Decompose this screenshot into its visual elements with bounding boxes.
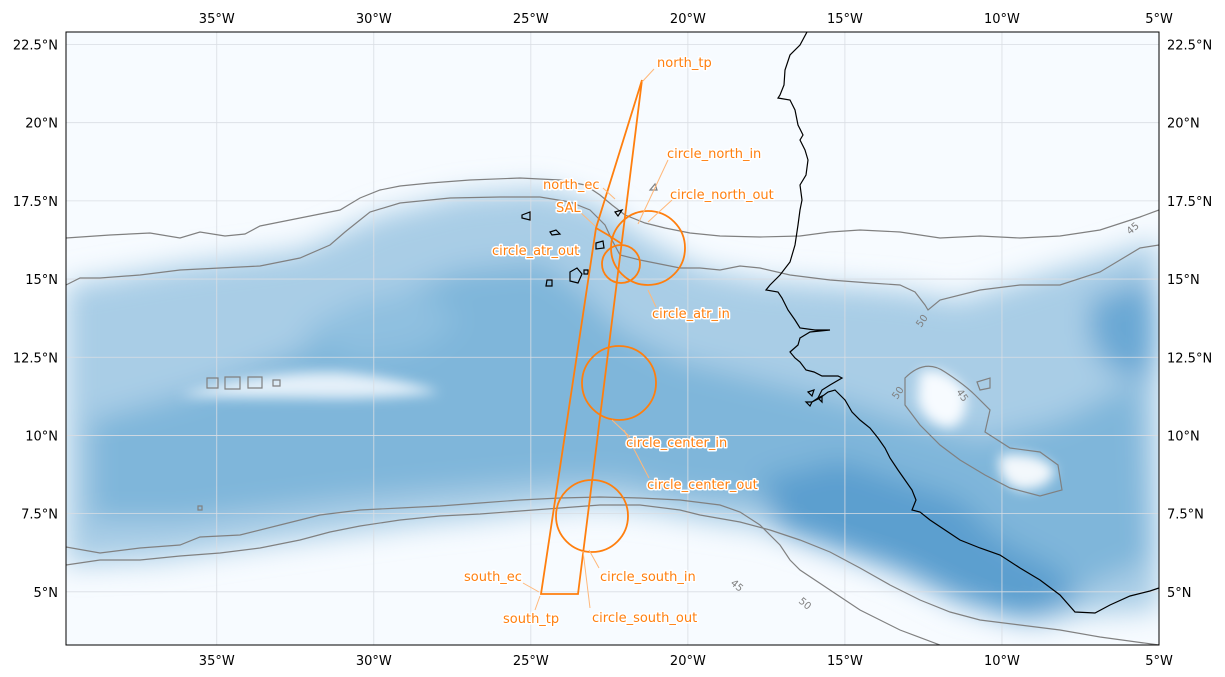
cape-verde-islands-3 bbox=[595, 240, 605, 250]
label-circle-north-in: circle_north_in bbox=[667, 147, 761, 162]
lat-tick-label-right: 20°N bbox=[1167, 117, 1200, 132]
lon-tick-label-bottom: 5°W bbox=[1145, 654, 1173, 669]
lat-tick-label-right: 5°N bbox=[1167, 586, 1192, 601]
lat-tick-label-left: 15°N bbox=[25, 273, 58, 288]
contour-north-45 bbox=[66, 177, 1159, 239]
flight-labels: north_tp circle_north_in north_ec circle… bbox=[463, 55, 776, 629]
mid-atlantic-islands bbox=[197, 376, 281, 511]
contour-small-west bbox=[976, 377, 991, 391]
lon-tick-label-bottom: 35°W bbox=[199, 654, 235, 669]
lat-tick-label-left: 20°N bbox=[25, 117, 58, 132]
canary-islands bbox=[613, 208, 624, 218]
label-south-ec: south_ec bbox=[464, 570, 522, 585]
lat-tick-label-left: 7.5°N bbox=[21, 508, 58, 523]
lon-tick-label-bottom: 20°W bbox=[670, 654, 706, 669]
cape-verde-islands-4 bbox=[569, 267, 583, 284]
label-circle-atr-in: circle_atr_in bbox=[652, 307, 730, 322]
label-north-tp: north_tp bbox=[657, 56, 712, 71]
lat-tick-label-right: 10°N bbox=[1167, 429, 1200, 444]
label-circle-atr-out: circle_atr_out bbox=[492, 244, 579, 259]
label-leader-lines bbox=[522, 68, 673, 611]
coastlines bbox=[521, 32, 1159, 614]
cape-verde-islands-5 bbox=[545, 279, 553, 287]
lat-tick-label-left: 22.5°N bbox=[13, 39, 58, 54]
lat-tick-label-right: 12.5°N bbox=[1167, 351, 1212, 366]
cape-verde-islands-1 bbox=[521, 211, 531, 221]
cape-verde-islands-2 bbox=[549, 229, 562, 236]
africa-coastline bbox=[764, 32, 1159, 614]
lat-tick-label-right: 17.5°N bbox=[1167, 195, 1212, 210]
lon-tick-label-top: 5°W bbox=[1145, 12, 1173, 27]
lon-tick-label-bottom: 10°W bbox=[984, 654, 1020, 669]
label-circle-south-in: circle_south_in bbox=[600, 570, 696, 585]
contour-north-50 bbox=[66, 196, 1159, 311]
lat-tick-label-left: 12.5°N bbox=[13, 351, 58, 366]
circle-atr bbox=[601, 244, 641, 284]
lat-tick-label-right: 22.5°N bbox=[1167, 39, 1212, 54]
lon-tick-label-top: 25°W bbox=[513, 12, 549, 27]
circle-south bbox=[555, 479, 629, 553]
label-circle-north-out: circle_north_out bbox=[670, 188, 774, 203]
lat-tick-label-left: 17.5°N bbox=[13, 195, 58, 210]
label-sal: SAL bbox=[556, 201, 581, 216]
label-circle-center-out: circle_center_out bbox=[647, 478, 758, 493]
contour-inner-ring bbox=[904, 365, 1063, 497]
lon-tick-label-top: 35°W bbox=[199, 12, 235, 27]
lon-tick-label-bottom: 15°W bbox=[827, 654, 863, 669]
axis-tick-labels: 35°W 35°W 30°W 30°W 25°W 25°W 20°W 20°W 15°W 15°W… bbox=[13, 12, 1212, 669]
label-circle-center-in: circle_center_in bbox=[626, 436, 727, 451]
lon-tick-label-top: 10°W bbox=[984, 12, 1020, 27]
lat-tick-label-left: 5°N bbox=[34, 586, 59, 601]
bijagos-islands bbox=[804, 389, 823, 408]
lon-tick-label-top: 30°W bbox=[356, 12, 392, 27]
label-south-tp: south_tp bbox=[503, 612, 559, 627]
lon-tick-label-top: 20°W bbox=[670, 12, 706, 27]
flight-path-sal-leg bbox=[595, 227, 623, 245]
lat-tick-label-right: 15°N bbox=[1167, 273, 1200, 288]
gridlines bbox=[66, 32, 1159, 645]
lat-tick-label-left: 10°N bbox=[25, 429, 58, 444]
lon-tick-label-bottom: 25°W bbox=[513, 654, 549, 669]
contour-lines bbox=[66, 177, 1159, 645]
label-north-ec: north_ec bbox=[543, 178, 600, 193]
label-circle-south-out: circle_south_out bbox=[592, 611, 697, 626]
precipitable-water-field bbox=[66, 32, 1159, 645]
lat-tick-label-right: 7.5°N bbox=[1167, 508, 1204, 523]
map-frame bbox=[65, 31, 1160, 646]
lon-tick-label-bottom: 30°W bbox=[356, 654, 392, 669]
cape-verde-islands-6 bbox=[583, 269, 589, 275]
circle-center bbox=[581, 345, 657, 421]
flight-track bbox=[539, 79, 686, 595]
flight-path-line bbox=[539, 79, 643, 595]
lon-tick-label-top: 15°W bbox=[827, 12, 863, 27]
contour-south-50 bbox=[66, 504, 1159, 645]
